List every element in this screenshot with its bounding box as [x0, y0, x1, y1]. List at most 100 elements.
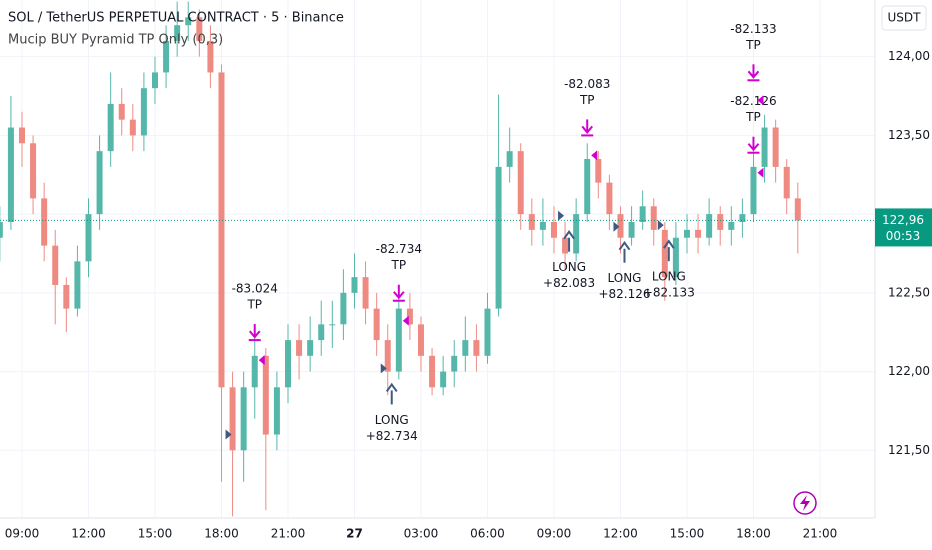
x-tick-label: 27 [346, 527, 363, 541]
signal-label: -82.126 [730, 94, 776, 108]
candle-body [617, 214, 624, 238]
x-tick-label: 18:00 [736, 527, 771, 541]
candle-body [628, 222, 635, 238]
candle-body [462, 340, 469, 356]
x-tick-label: 09:00 [537, 527, 572, 541]
candle-body [661, 229, 668, 278]
candle-body [0, 222, 3, 238]
signal-label: -83.024 [232, 282, 278, 296]
candle-body [429, 355, 436, 388]
entry-arrow-head [662, 239, 675, 249]
signal-label: -82.083 [564, 77, 610, 91]
signal-label: LONG [652, 270, 686, 284]
currency-box[interactable] [881, 5, 927, 31]
exit-marker [757, 95, 764, 106]
candle-body [728, 222, 735, 230]
candle-body [74, 261, 81, 309]
signal-label: LONG [552, 260, 586, 274]
candle-body [517, 151, 524, 215]
entry-marker [225, 429, 232, 440]
candle-body [373, 308, 380, 341]
signal-label: TP [391, 258, 407, 272]
candle-body [584, 159, 591, 215]
candle-body [783, 166, 790, 199]
candle-body [539, 222, 546, 230]
candle-body [672, 237, 679, 278]
candle-body [528, 214, 535, 230]
x-tick-label: 06:00 [470, 527, 505, 541]
candle-body [406, 308, 413, 325]
signal-label: TP [246, 298, 262, 312]
candle-body [52, 245, 59, 285]
candle-body [96, 151, 103, 215]
candle-body [717, 214, 724, 230]
x-tick-label: 15:00 [138, 527, 173, 541]
signal-label: +82.083 [543, 276, 595, 290]
icon-bolt[interactable] [800, 495, 810, 511]
candle-body [451, 355, 458, 372]
candle-body [340, 292, 347, 325]
exit-marker [402, 315, 409, 326]
candle-body [761, 127, 768, 167]
candle-body [30, 143, 37, 199]
candle-body [473, 340, 480, 356]
indicator-name[interactable]: Mucip BUY Pyramid TP Only (0,3) [8, 33, 223, 48]
exit-arrow-head [747, 70, 760, 79]
x-tick-label: 15:00 [670, 527, 705, 541]
exit-arrow-head [747, 143, 760, 152]
candle-body [506, 151, 513, 167]
candle-body [251, 355, 258, 388]
candle-body [440, 371, 447, 388]
entry-marker [558, 210, 565, 221]
entry-marker [613, 221, 620, 232]
candle-body [351, 277, 358, 293]
currency[interactable]: USDT [888, 11, 922, 25]
candle-body [750, 166, 757, 215]
candle-body [395, 308, 402, 372]
y-tick-label: 121,50 [888, 443, 930, 457]
candle-body [484, 308, 491, 356]
last-price-box [875, 208, 932, 247]
candle-body [163, 40, 170, 73]
exit-marker [258, 355, 265, 366]
candle-body [229, 387, 236, 451]
signal-label: -82.734 [376, 242, 422, 256]
signal-label: +82.126 [598, 287, 650, 301]
countdown: 00:53 [886, 229, 921, 243]
candle-body [639, 206, 646, 222]
candle-body [151, 72, 158, 89]
candle-body [284, 340, 291, 388]
candle-body [207, 40, 214, 73]
x-tick-label: 12:00 [603, 527, 638, 541]
candle-body [185, 17, 192, 26]
candle-body [107, 103, 114, 152]
signal-label: TP [579, 93, 595, 107]
candle-body [118, 103, 125, 120]
candle-body [318, 324, 325, 341]
candle-body [606, 182, 613, 215]
exit-arrow-head [581, 125, 593, 134]
x-tick-label: 03:00 [404, 527, 439, 541]
candle-body [794, 198, 801, 221]
candle-body [573, 214, 580, 254]
y-tick-label: 124,00 [888, 49, 930, 63]
signal-label: +82.133 [643, 286, 695, 300]
signal-label: TP [745, 38, 761, 52]
alert-icon[interactable] [793, 491, 817, 515]
icon-circle[interactable] [793, 491, 817, 515]
exit-marker [591, 150, 598, 161]
candle-body [174, 25, 181, 41]
signal-label: TP [745, 110, 761, 124]
candle-body [562, 237, 569, 254]
candle-body [196, 17, 203, 41]
last-price-label: 122,96 [882, 213, 924, 227]
candle-body [240, 387, 247, 451]
signals: -83.024 TP LONG +82.734 -82.734 TP LONG +82.083… [225, 22, 777, 443]
candle-body [85, 214, 92, 262]
candle-body [218, 72, 225, 388]
candle-body [63, 284, 70, 309]
candle-body [695, 229, 702, 238]
x-tick-label: 12:00 [71, 527, 106, 541]
y-tick-label: 123,50 [888, 128, 930, 142]
